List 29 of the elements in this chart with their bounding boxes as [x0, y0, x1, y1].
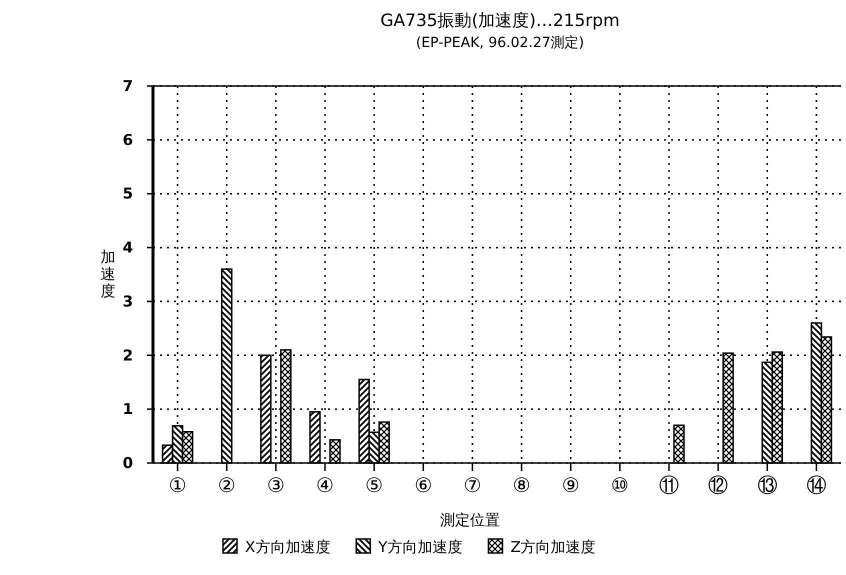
- y-tick-label: 6: [122, 130, 133, 149]
- x-tick-label: ⑬: [757, 473, 778, 497]
- legend-label: Y方向加速度: [377, 538, 462, 556]
- y-tick-label: 7: [122, 77, 133, 95]
- legend-label: Z方向加速度: [510, 538, 596, 556]
- y-tick-label: 0: [122, 454, 133, 472]
- x-tick-label: ⑥: [414, 473, 432, 497]
- x-tick-label: ⑫: [708, 473, 728, 497]
- x-tick-label: ④: [316, 473, 334, 497]
- chart-subtitle: (EP-PEAK, 96.02.27測定): [416, 35, 584, 51]
- x-tick-label: ⑨: [562, 473, 580, 497]
- x-tick-label: ⑦: [463, 473, 482, 497]
- y-tick-label: 1: [122, 400, 133, 418]
- y-tick-label: 4: [122, 238, 133, 257]
- x-tick-label: ①: [168, 473, 187, 497]
- y-tick-label: 2: [122, 346, 133, 364]
- x-tick-label: ②: [218, 473, 236, 497]
- x-tick-label: ⑧: [512, 473, 531, 497]
- x-axis-title: 測定位置: [440, 511, 500, 529]
- x-tick-label: ⑩: [610, 473, 629, 497]
- x-tick-label: ⑪: [659, 473, 679, 497]
- y-tick-label: 3: [122, 292, 133, 310]
- legend-label: X方向加速度: [245, 538, 330, 556]
- y-axis-title: 加速度: [100, 248, 116, 300]
- x-tick-label: ③: [266, 473, 285, 497]
- y-tick-label: 5: [122, 184, 133, 203]
- x-tick-label: ⑤: [365, 473, 384, 497]
- x-tick-label: ⑭: [806, 473, 826, 497]
- chart-title: GA735振動(加速度)…215rpm: [380, 11, 620, 31]
